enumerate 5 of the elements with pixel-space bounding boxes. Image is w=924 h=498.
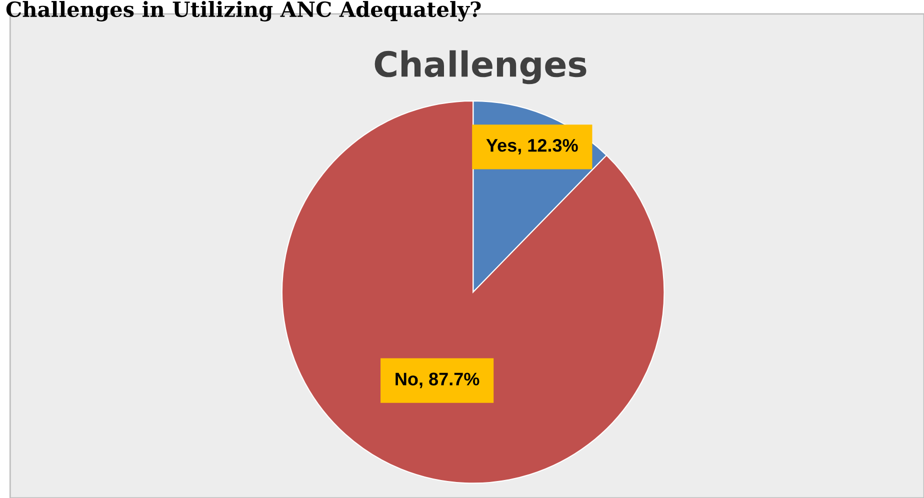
slice-label: Yes, 12.3% — [486, 138, 578, 154]
slice-label: No, 87.7% — [396, 372, 480, 388]
text: Challenges in Utilizing ANC Adequately? — [6, 0, 481, 22]
chart-title: Challenges — [374, 50, 586, 84]
pie-slice — [281, 100, 665, 484]
